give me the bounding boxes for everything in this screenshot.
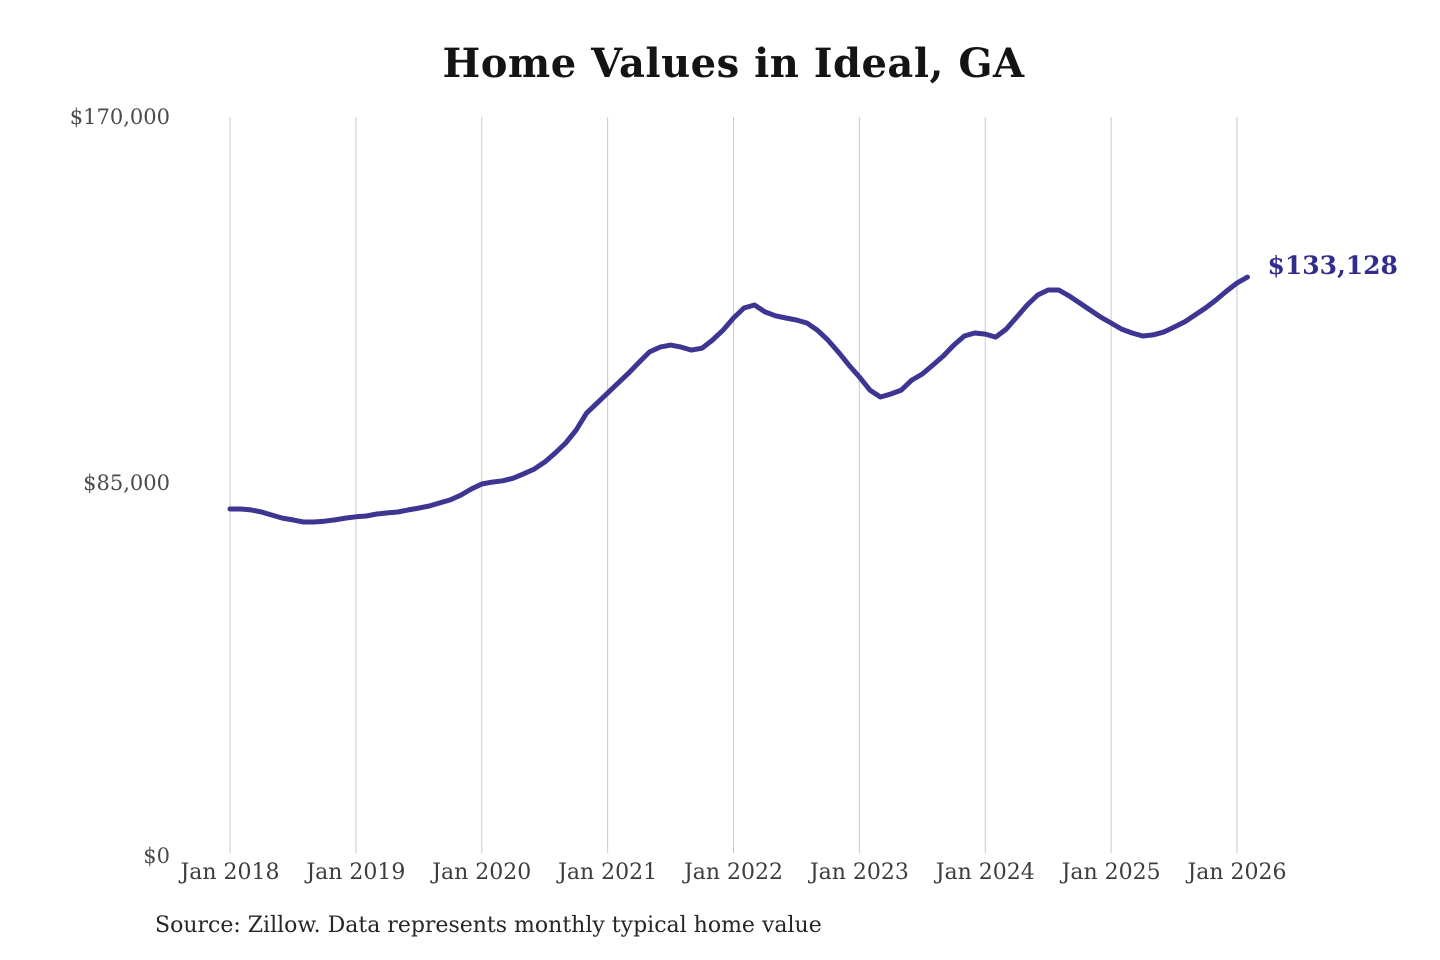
x-axis-label: Jan 2019	[306, 860, 406, 885]
x-axis-label: Jan 2025	[1061, 860, 1161, 885]
x-axis-label: Jan 2024	[935, 860, 1035, 885]
y-axis-label-0: $0	[143, 844, 170, 868]
y-axis-label-85000: $85,000	[83, 471, 170, 495]
x-axis-label: Jan 2018	[180, 860, 280, 885]
x-axis-label: Jan 2021	[558, 860, 658, 885]
y-axis-label-170000: $170,000	[69, 105, 170, 129]
source-note: Source: Zillow. Data represents monthly …	[155, 913, 822, 938]
x-axis-label: Jan 2023	[809, 860, 909, 885]
x-axis-label: Jan 2022	[683, 860, 784, 885]
latest-value-label: $133,128	[1267, 251, 1398, 281]
home-value-line	[227, 274, 1250, 525]
x-axis-label: Jan 2026	[1187, 860, 1287, 885]
chart-title: Home Values in Ideal, GA	[442, 40, 1025, 87]
x-axis-label: Jan 2020	[432, 860, 532, 885]
x-axis: Jan 2018 Jan 2019 Jan 2020 Jan 2021 Jan 2022…	[0, 860, 1440, 894]
